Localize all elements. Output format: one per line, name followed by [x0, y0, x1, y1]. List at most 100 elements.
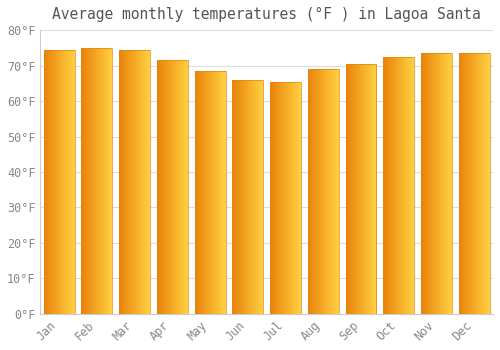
Bar [44, 50, 45, 314]
Bar [106, 48, 107, 314]
Bar [163, 60, 164, 314]
Bar [210, 71, 211, 314]
Bar [161, 60, 162, 314]
Bar [439, 53, 440, 314]
Bar [135, 50, 136, 314]
Bar [109, 48, 110, 314]
Bar [374, 64, 375, 314]
Bar [94, 48, 95, 314]
Bar [103, 48, 104, 314]
Bar [60, 50, 61, 314]
Bar [274, 82, 276, 314]
Bar [121, 50, 122, 314]
Bar [314, 69, 315, 314]
Bar [471, 53, 472, 314]
Bar [165, 60, 166, 314]
Bar [101, 48, 102, 314]
Bar [123, 50, 124, 314]
Bar [489, 53, 490, 314]
Bar [83, 48, 84, 314]
Bar [389, 57, 390, 314]
Bar [308, 69, 338, 314]
Bar [446, 53, 447, 314]
Bar [245, 80, 246, 314]
Bar [289, 82, 290, 314]
Bar [252, 80, 253, 314]
Bar [261, 80, 262, 314]
Bar [270, 82, 271, 314]
Bar [137, 50, 138, 314]
Bar [346, 64, 376, 314]
Bar [184, 60, 186, 314]
Bar [55, 50, 56, 314]
Bar [356, 64, 357, 314]
Bar [159, 60, 160, 314]
Bar [309, 69, 310, 314]
Bar [459, 53, 460, 314]
Bar [458, 53, 490, 314]
Bar [244, 80, 246, 314]
Bar [139, 50, 140, 314]
Bar [447, 53, 448, 314]
Bar [207, 71, 208, 314]
Bar [181, 60, 182, 314]
Bar [284, 82, 285, 314]
Bar [124, 50, 125, 314]
Bar [184, 60, 185, 314]
Bar [232, 80, 264, 314]
Bar [438, 53, 439, 314]
Bar [59, 50, 60, 314]
Bar [488, 53, 489, 314]
Bar [411, 57, 412, 314]
Bar [285, 82, 286, 314]
Bar [393, 57, 394, 314]
Bar [434, 53, 435, 314]
Bar [176, 60, 177, 314]
Bar [235, 80, 236, 314]
Bar [167, 60, 168, 314]
Bar [56, 50, 57, 314]
Bar [48, 50, 49, 314]
Bar [427, 53, 428, 314]
Bar [258, 80, 259, 314]
Bar [110, 48, 111, 314]
Bar [386, 57, 387, 314]
Bar [132, 50, 133, 314]
Bar [437, 53, 438, 314]
Bar [478, 53, 479, 314]
Bar [296, 82, 297, 314]
Bar [46, 50, 47, 314]
Bar [194, 71, 226, 314]
Bar [84, 48, 85, 314]
Bar [148, 50, 149, 314]
Bar [297, 82, 298, 314]
Bar [385, 57, 386, 314]
Bar [299, 82, 300, 314]
Bar [423, 53, 424, 314]
Bar [399, 57, 400, 314]
Bar [431, 53, 432, 314]
Bar [421, 53, 452, 314]
Bar [283, 82, 284, 314]
Bar [95, 48, 96, 314]
Bar [464, 53, 465, 314]
Bar [371, 64, 372, 314]
Bar [225, 71, 226, 314]
Bar [367, 64, 368, 314]
Bar [130, 50, 131, 314]
Bar [298, 82, 299, 314]
Bar [310, 69, 311, 314]
Bar [432, 53, 433, 314]
Bar [384, 57, 385, 314]
Bar [477, 53, 478, 314]
Bar [69, 50, 70, 314]
Bar [253, 80, 254, 314]
Bar [63, 50, 64, 314]
Bar [221, 71, 222, 314]
Bar [326, 69, 327, 314]
Bar [398, 57, 400, 314]
Bar [321, 69, 322, 314]
Bar [92, 48, 93, 314]
Bar [332, 69, 333, 314]
Bar [319, 69, 320, 314]
